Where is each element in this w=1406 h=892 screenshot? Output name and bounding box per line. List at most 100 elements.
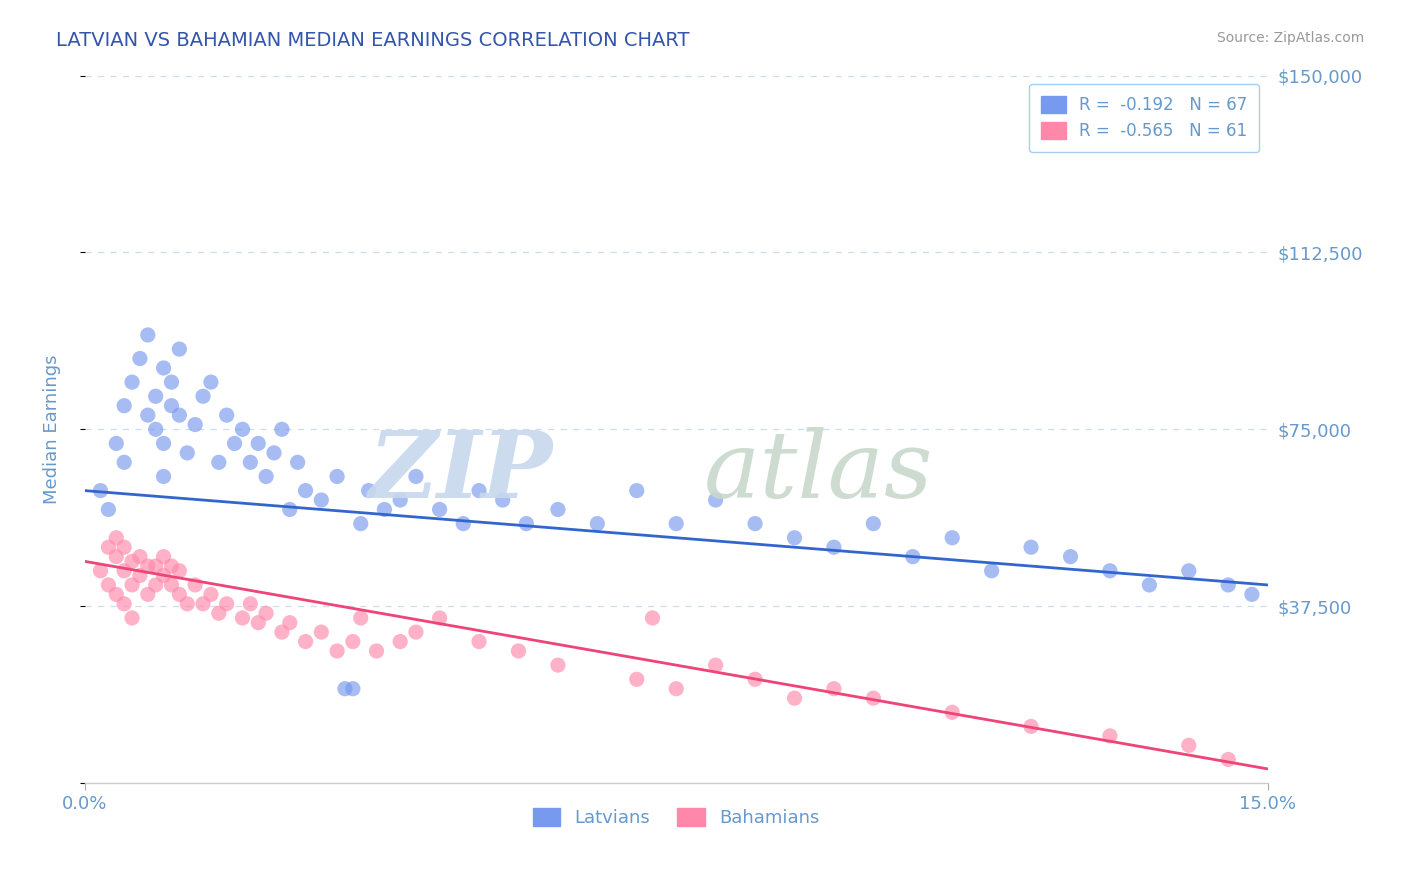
Point (311, 493, 333, 508)
Point (191, 389, 214, 403)
Point (468, 634, 491, 648)
Point (184, 578, 207, 592)
Point (152, 436, 174, 450)
Point (254, 606, 277, 620)
Point (704, 493, 727, 508)
Point (224, 436, 246, 450)
Point (278, 615, 301, 630)
Point (152, 361, 174, 376)
Point (105, 587, 128, 601)
Point (89, 564, 111, 578)
Point (744, 516, 766, 531)
Point (1059, 549, 1081, 564)
Point (239, 455, 262, 469)
Text: ZIP: ZIP (368, 426, 553, 516)
Point (112, 597, 135, 611)
Point (160, 559, 183, 574)
Point (294, 634, 316, 648)
Point (254, 469, 277, 483)
Point (1098, 564, 1121, 578)
Point (823, 540, 845, 554)
Point (326, 644, 349, 658)
Point (160, 578, 183, 592)
Point (278, 502, 301, 516)
Point (136, 587, 159, 601)
Point (169, 587, 191, 601)
Point (136, 559, 159, 574)
Point (231, 611, 253, 625)
Point (366, 644, 388, 658)
Point (112, 540, 135, 554)
Point (665, 681, 688, 696)
Point (1240, 587, 1263, 601)
Point (169, 342, 191, 356)
Point (263, 446, 285, 460)
Point (129, 568, 152, 582)
Point (97, 502, 120, 516)
Point (641, 611, 664, 625)
Point (215, 597, 238, 611)
Point (665, 516, 688, 531)
Point (547, 502, 569, 516)
Point (112, 455, 135, 469)
Point (97, 540, 120, 554)
Point (145, 389, 167, 403)
Point (294, 483, 316, 498)
Point (184, 417, 207, 432)
Point (152, 568, 174, 582)
Point (191, 597, 214, 611)
Point (200, 375, 222, 389)
Point (121, 375, 143, 389)
Text: LATVIAN VS BAHAMIAN MEDIAN EARNINGS CORRELATION CHART: LATVIAN VS BAHAMIAN MEDIAN EARNINGS CORR… (56, 31, 690, 50)
Point (1178, 739, 1201, 753)
Point (136, 328, 159, 343)
Point (980, 564, 1002, 578)
Point (941, 531, 963, 545)
Point (145, 578, 167, 592)
Point (333, 681, 356, 696)
Point (160, 375, 183, 389)
Point (121, 578, 143, 592)
Point (350, 611, 373, 625)
Point (270, 625, 292, 640)
Point (1019, 540, 1042, 554)
Point (136, 408, 159, 422)
Point (862, 691, 884, 706)
Point (105, 436, 128, 450)
Point (405, 469, 427, 483)
Point (176, 597, 198, 611)
Point (112, 564, 135, 578)
Point (626, 673, 648, 687)
Point (169, 408, 191, 422)
Text: atlas: atlas (703, 426, 934, 516)
Point (1178, 564, 1201, 578)
Point (311, 625, 333, 640)
Point (744, 673, 766, 687)
Y-axis label: Median Earnings: Median Earnings (44, 354, 60, 504)
Point (169, 564, 191, 578)
Point (492, 493, 515, 508)
Point (247, 615, 270, 630)
Point (823, 681, 845, 696)
Point (326, 469, 349, 483)
Point (145, 559, 167, 574)
Point (350, 516, 373, 531)
Point (342, 634, 364, 648)
Point (152, 549, 174, 564)
Point (1218, 578, 1240, 592)
Point (1137, 578, 1160, 592)
Point (1098, 729, 1121, 743)
Point (389, 634, 412, 648)
Point (208, 606, 231, 620)
Point (121, 611, 143, 625)
Point (373, 502, 395, 516)
Point (247, 436, 270, 450)
Point (105, 549, 128, 564)
Point (704, 658, 727, 673)
Point (105, 531, 128, 545)
Point (357, 483, 380, 498)
Point (586, 516, 609, 531)
Point (783, 691, 806, 706)
Point (270, 422, 292, 436)
Point (389, 493, 412, 508)
